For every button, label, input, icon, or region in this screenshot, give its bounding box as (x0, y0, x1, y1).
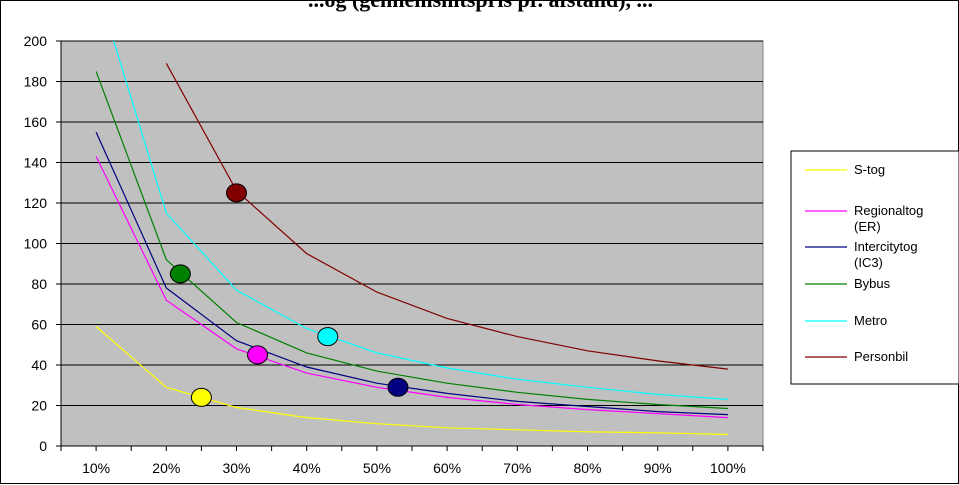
legend-label: S-tog (854, 162, 885, 177)
y-tick-label: 200 (24, 33, 48, 49)
x-tick-label: 90% (644, 460, 672, 476)
y-tick-label: 40 (31, 357, 47, 373)
x-tick-label: 60% (433, 460, 461, 476)
series-line-regionaltog (95, 156, 728, 419)
x-tick-label: 40% (293, 460, 321, 476)
y-tick-label: 180 (24, 74, 48, 90)
series-line-personbil (165, 63, 728, 370)
legend-label: Intercitytog (IC3) (854, 239, 918, 270)
x-tick-label: 100% (710, 460, 746, 476)
x-tick-label: 70% (503, 460, 531, 476)
x-tick-label: 30% (222, 460, 250, 476)
y-tick-label: 140 (24, 155, 48, 171)
y-tick-label: 80 (31, 276, 47, 292)
legend-label: Bybus (854, 276, 891, 291)
marker-personbil (226, 183, 247, 203)
series-line-intercitytog (95, 131, 728, 416)
y-tick-label: 100 (24, 236, 48, 252)
series-line-bybus (95, 71, 728, 410)
x-tick-label: 10% (82, 460, 110, 476)
y-tick-label: 0 (39, 438, 47, 454)
y-tick-label: 120 (24, 195, 48, 211)
x-tick-label: 50% (363, 460, 391, 476)
marker-bybus (169, 264, 191, 284)
legend-label: Personbil (854, 349, 908, 364)
legend-label: Regionaltog (ER) (854, 203, 923, 234)
y-tick-label: 160 (24, 114, 48, 130)
y-tick-label: 60 (31, 317, 47, 333)
legend-label: Metro (854, 313, 887, 328)
marker-regionaltog (247, 345, 269, 365)
series-line-metro (113, 41, 728, 400)
marker-s-tog (190, 387, 212, 407)
x-tick-label: 20% (152, 460, 180, 476)
legend-box (790, 150, 959, 385)
y-tick-label: 20 (31, 398, 47, 414)
chart-title: ...og (gennemsnitspris pr. afstand), ... (1, 0, 959, 13)
x-tick-label: 80% (573, 460, 601, 476)
marker-intercitytog (387, 377, 409, 397)
marker-metro (317, 327, 339, 347)
